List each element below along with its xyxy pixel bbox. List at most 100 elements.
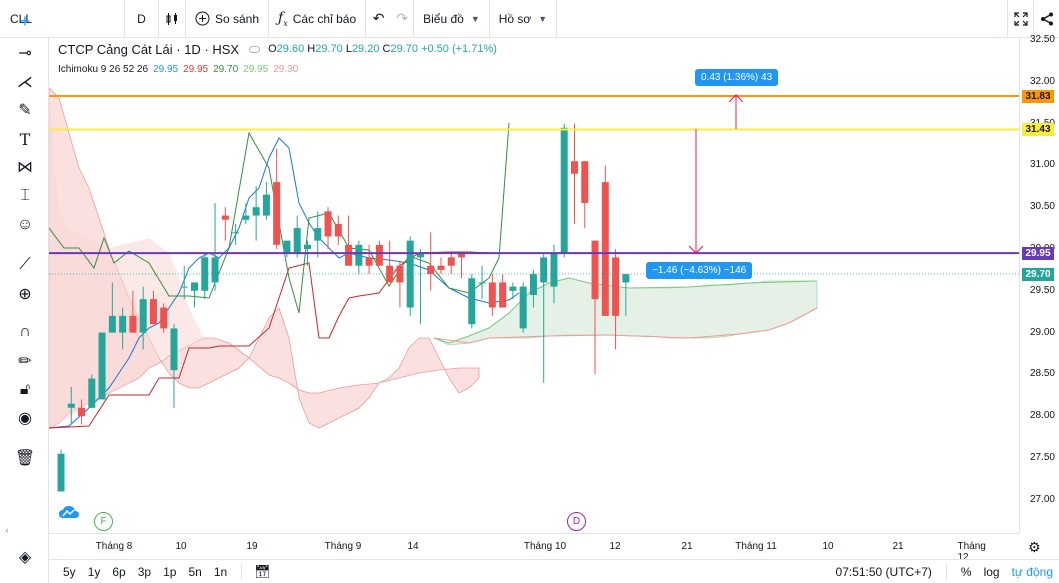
- collapse-toolbar-button[interactable]: ‹: [2, 519, 12, 541]
- chart-style-button[interactable]: [159, 0, 186, 38]
- candle-body: [375, 244, 383, 266]
- date-range-3p[interactable]: 3p: [137, 564, 152, 579]
- clock-time[interactable]: 07:51:50 (UTC+7): [835, 565, 932, 579]
- indicators-button[interactable]: ƒx Các chỉ báo: [269, 0, 367, 38]
- hide-tool[interactable]: ◉: [13, 407, 37, 429]
- ruler-tool[interactable]: ⟋: [13, 254, 37, 276]
- emoji-tool[interactable]: ☺: [13, 214, 37, 236]
- object-tree-button[interactable]: ◈: [13, 546, 37, 568]
- cloud-logo-icon: [59, 506, 79, 518]
- date-range-1p[interactable]: 1p: [163, 564, 177, 579]
- percent-toggle[interactable]: %: [960, 565, 972, 579]
- time-axis[interactable]: ⚙ Tháng 8 10 19 Tháng 9 14 Tháng 10 12 21 Tháng …: [49, 533, 1041, 563]
- candle-body: [242, 215, 250, 220]
- log-toggle[interactable]: log: [983, 565, 1000, 579]
- share-icon: [1040, 12, 1053, 26]
- ichimoku-conversion-line: [49, 137, 520, 429]
- date-range-5n[interactable]: 5n: [188, 564, 202, 579]
- profile-dropdown[interactable]: Hồ sơ ▼: [490, 0, 558, 38]
- layers-icon: ◈: [18, 549, 32, 566]
- time-tick-label: 21: [892, 541, 904, 552]
- price-axis[interactable]: 32.5032.0031.5031.0030.5030.0029.5029.00…: [1019, 34, 1059, 533]
- text-icon: T: [19, 129, 31, 149]
- tradingview-logo[interactable]: [58, 504, 80, 525]
- symbol-search[interactable]: CLL: [0, 0, 125, 38]
- chevron-down-icon: ▼: [470, 13, 480, 24]
- candle-body: [314, 228, 322, 241]
- price-chart[interactable]: [49, 38, 1019, 533]
- redo-button[interactable]: ↷: [391, 0, 415, 38]
- chevron-down-icon: ▼: [538, 13, 548, 24]
- measure-down-arrow: [688, 245, 704, 254]
- measure-tool[interactable]: ⌶: [13, 185, 37, 207]
- calendar-icon: 📅︎: [254, 563, 271, 579]
- price-tick-label: 29.50: [1029, 284, 1055, 296]
- ichimoku-base-value: 29.95: [183, 64, 209, 75]
- candle-body: [334, 223, 342, 237]
- fullscreen-icon: [1013, 12, 1028, 26]
- candle-body: [57, 453, 65, 492]
- undo-button[interactable]: ↶: [366, 0, 391, 38]
- date-range-6p[interactable]: 6p: [112, 564, 126, 579]
- share-button[interactable]: [1033, 0, 1059, 38]
- stay-drawing-tool[interactable]: ✏: [13, 350, 37, 372]
- candle-body: [540, 257, 548, 283]
- chevron-left-icon: ‹: [5, 525, 9, 535]
- open-key: O: [268, 43, 277, 55]
- lock-tool[interactable]: 🔓︎: [13, 379, 37, 401]
- chart-legend: CTCP Cảng Cát Lái · 1D · HSX O29.60 H29.…: [58, 41, 497, 77]
- divider: [241, 563, 243, 580]
- gear-icon: ⚙: [1028, 539, 1041, 555]
- dividend-event-marker[interactable]: D: [567, 512, 586, 531]
- chart-settings-button[interactable]: ⚙: [1028, 539, 1041, 557]
- go-to-date-button[interactable]: 📅︎: [250, 564, 275, 580]
- change-value: +0.50 (+1.71%): [421, 43, 497, 55]
- interval-button[interactable]: D: [125, 0, 159, 38]
- event-d-label: D: [572, 516, 581, 527]
- pattern-tool[interactable]: ⋈: [13, 156, 37, 178]
- chart-layout-dropdown[interactable]: Biểu đồ ▼: [414, 0, 490, 38]
- candle-body: [262, 194, 270, 216]
- candle-body: [591, 240, 599, 300]
- delete-tool[interactable]: 🗑︎: [13, 447, 37, 469]
- crosshair-tool[interactable]: +: [13, 10, 37, 32]
- brush-tool[interactable]: ✎: [13, 99, 37, 121]
- price-badge: 31.83: [1022, 89, 1054, 103]
- zoom-tool[interactable]: ⊕: [13, 283, 37, 305]
- measure-up-text: 0.43 (1.36%) 43: [701, 72, 773, 83]
- ichimoku-legend[interactable]: Ichimoku 9 26 52 26 29.95 29.95 29.70 29…: [58, 62, 497, 77]
- smiley-icon: ☺: [16, 216, 34, 233]
- chart-pane[interactable]: 0.43 (1.36%) 43 −1.46 (−4.63%) −146 F D: [49, 38, 1019, 533]
- pitchfork-icon: ⋌: [17, 74, 33, 91]
- candle-body: [468, 278, 476, 325]
- low-key: L: [345, 43, 352, 55]
- line-tool[interactable]: ⊸: [13, 42, 37, 64]
- candle-body: [458, 253, 466, 258]
- auto-scale-toggle[interactable]: tự động: [1011, 565, 1053, 579]
- financials-event-marker[interactable]: F: [94, 512, 113, 531]
- ohlc-values: O29.60 H29.70 L29.20 C29.70 +0.50 (+1.71…: [268, 43, 497, 55]
- candle-body: [252, 207, 260, 216]
- candle-body: [149, 299, 157, 325]
- market-status-icon: [249, 45, 261, 53]
- profile-label: Hồ sơ: [498, 11, 532, 26]
- magnet-tool[interactable]: ∩: [13, 321, 37, 343]
- candle-body: [427, 265, 435, 275]
- undo-icon: ↶: [372, 10, 385, 26]
- price-tick-label: 28.00: [1029, 410, 1055, 422]
- compare-button[interactable]: So sánh: [186, 0, 270, 38]
- date-range-5y[interactable]: 5y: [63, 564, 76, 579]
- text-tool[interactable]: T: [13, 128, 37, 150]
- time-tick-label: Tháng 9: [324, 541, 362, 552]
- low-value: 29.20: [351, 43, 380, 55]
- zoom-in-icon: ⊕: [18, 286, 32, 303]
- date-range-1y[interactable]: 1y: [87, 564, 101, 579]
- date-range-1n[interactable]: 1n: [213, 564, 228, 579]
- candle-body: [191, 282, 199, 291]
- candle-body: [437, 265, 445, 270]
- fib-tool[interactable]: ⋌: [13, 71, 37, 93]
- symbol-title[interactable]: CTCP Cảng Cát Lái · 1D · HSX: [58, 41, 240, 57]
- candle-body: [180, 286, 188, 288]
- fullscreen-button[interactable]: [1007, 0, 1033, 38]
- bottom-toolbar: 5y 1y 6p 3p 1p 5n 1n 📅︎ 07:51:50 (UTC+7) % log…: [49, 559, 1059, 583]
